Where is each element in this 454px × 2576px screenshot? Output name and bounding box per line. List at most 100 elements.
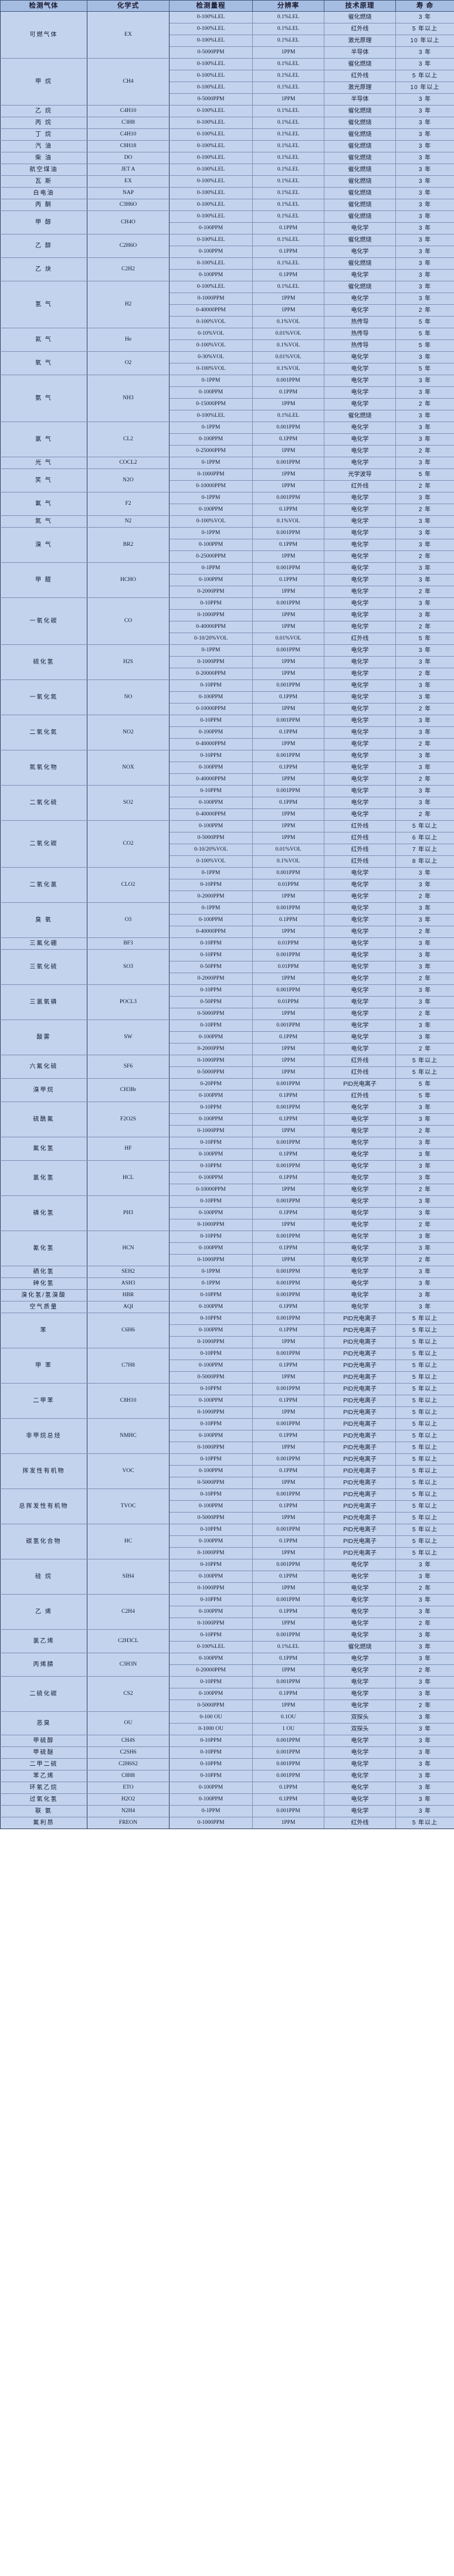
cell-detection-range: 0-5000PPM [169,46,253,59]
cell-detection-range: 0-10PPM [169,1735,253,1747]
table-row: 二氧化硫 SO2 0-10PPM 0.001PPM 电化学 3 年 [0,785,454,821]
cell-technology: 激光原理 [324,81,396,94]
cell-technology: 催化燃烧 [324,164,396,176]
cell-lifetime: 5 年以上 [395,1406,454,1419]
cell-detection-range: 0-10PPM [169,1160,253,1173]
cell-technology: 热传导 [324,328,396,340]
table-row: 0-1000PPM 1PPM PID光电离子 5 年以上 [1,1442,454,1454]
table-row: 0-1000PPM 1PPM 电化学 3 年 [1,656,454,668]
cell-technology: 电化学 [324,597,396,610]
cell-resolution: 0.1%LEL [252,152,324,164]
cell-technology: 红外线 [324,633,396,645]
cell-chemical-formula: H2 [87,281,170,328]
cell-technology: 电化学 [324,1172,396,1184]
table-row: 瓦 斯 EX 0-100%LEL 0.1%LEL 催化燃烧 3 年 [0,175,454,188]
cell-lifetime: 3 年 [395,422,454,434]
cell-resolution: 0.1%LEL [252,175,324,188]
cell-technology: 红外线 [324,844,396,856]
cell-gas-name: 碳氢化合物 [0,1524,87,1559]
cell-chemical-formula: C3H3N [87,1653,170,1677]
cell-technology: 电化学 [324,668,396,680]
cell-detection-range: 0-10%VOL [169,328,253,340]
table-row: 硫化氢 H2S 0-1PPM 0.001PPM 电化学 3 年 [0,644,454,680]
cell-lifetime: 3 年 [395,1711,454,1724]
cell-chemical-formula: C2H4 [87,1594,170,1630]
cell-detection-range: 0-1000 OU [169,1723,253,1735]
cell-lifetime: 5 年以上 [395,1465,454,1477]
cell-detection-range: 0-100PPM [169,1360,253,1372]
table-row: 甲硫醚 C2SH6 0-10PPM 0.001PPM 电化学 3 年 [0,1746,454,1759]
cell-detection-range: 0-5000PPM [169,832,253,844]
table-row: 酸雾 SW 0-10PPM 0.001PPM 电化学 3 年 [0,1019,454,1055]
cell-lifetime: 3 年 [395,93,454,106]
cell-gas-name: 溴甲烷 [0,1078,87,1102]
cell-resolution: 0.1%LEL [252,70,324,82]
cell-detection-range: 0-5000PPM [169,1477,253,1489]
cell-technology: 电化学 [324,926,396,938]
cell-detection-range: 0-100%VOL [169,855,253,868]
column-header-life: 寿 命 [395,0,454,12]
cell-chemical-formula: NMHC [87,1418,170,1454]
cell-detection-range: 0-100%LEL [169,257,253,270]
cell-resolution: 1PPM [252,1184,324,1196]
table-row: 0-2000PPM 1PPM 电化学 2 年 [1,1043,454,1055]
cell-detection-range: 0-100%LEL [169,152,253,164]
cell-resolution: 1PPM [252,445,324,457]
cell-lifetime: 10 年以上 [395,35,454,47]
cell-resolution: 0.001PPM [252,1019,324,1032]
cell-lifetime: 3 年 [395,1746,454,1759]
cell-lifetime: 5 年以上 [395,1395,454,1407]
cell-resolution: 0.1PPM [252,1113,324,1126]
table-header: 检测气体 化学式 检测量程 分辨率 技术原理 寿 命 [0,0,454,12]
cell-resolution: 0.1PPM [252,1148,324,1161]
cell-lifetime: 2 年 [395,1219,454,1231]
cell-technology: 电化学 [324,1582,396,1595]
cell-detection-range: 0-1PPM [169,457,253,469]
cell-resolution: 0.1PPM [252,1090,324,1102]
cell-lifetime: 3 年 [395,1301,454,1313]
cell-lifetime: 3 年 [395,234,454,246]
cell-technology: 电化学 [324,375,396,387]
cell-gas-name: 氯乙烯 [0,1629,87,1653]
cell-lifetime: 5 年以上 [395,1453,454,1466]
cell-resolution: 0.001PPM [252,715,324,727]
cell-lifetime: 5 年以上 [395,1360,454,1372]
cell-resolution: 0.1%LEL [252,199,324,211]
table-row: 三氧化硫 SO3 0-10PPM 0.001PPM 电化学 3 年 [0,949,454,985]
cell-technology: 红外线 [324,1817,396,1829]
cell-technology: PID光电离子 [324,1512,396,1524]
cell-detection-range: 0-100PPM [169,246,253,258]
cell-resolution: 1PPM [252,304,324,317]
cell-lifetime: 7 年以上 [395,844,454,856]
cell-resolution: 0.1PPM [252,1653,324,1665]
cell-lifetime: 5 年 [395,363,454,375]
cell-technology: 电化学 [324,1688,396,1700]
cell-detection-range: 0-100%VOL [169,363,253,375]
table-row: 0-1000PPM 1PPM 电化学 2 年 [1,1582,454,1595]
cell-technology: 电化学 [324,304,396,317]
cell-resolution: 0.1%LEL [252,187,324,199]
cell-gas-name: 二氧化氯 [0,867,87,903]
cell-gas-name: 一氧化氮 [0,679,87,715]
cell-resolution: 1PPM [252,398,324,410]
cell-gas-name: 甲 苯 [0,1348,87,1384]
cell-resolution: 1PPM [252,1125,324,1137]
cell-technology: 催化燃烧 [324,152,396,164]
cell-chemical-formula: C7H8 [87,1348,170,1384]
cell-technology: PID光电离子 [324,1524,396,1536]
table-row: 二氧化碳 CO2 0-100PPM 1PPM 红外线 5 年以上 [0,820,454,868]
cell-lifetime: 5 年以上 [395,1500,454,1513]
cell-detection-range: 0-10PPM [169,937,253,950]
cell-gas-name: 航空煤油 [0,164,87,176]
cell-gas-name: 硅 烷 [0,1559,87,1595]
cell-resolution: 0.001PPM [252,644,324,657]
cell-lifetime: 2 年 [395,773,454,786]
cell-lifetime: 3 年 [395,105,454,117]
cell-detection-range: 0-10PPM [169,984,253,997]
cell-lifetime: 3 年 [395,1606,454,1618]
cell-chemical-formula: O3 [87,902,170,938]
cell-detection-range: 0-100PPM [169,1465,253,1477]
cell-chemical-formula: HCHO [87,562,170,598]
cell-technology: 电化学 [324,515,396,528]
cell-detection-range: 0-1000PPM [169,1219,253,1231]
